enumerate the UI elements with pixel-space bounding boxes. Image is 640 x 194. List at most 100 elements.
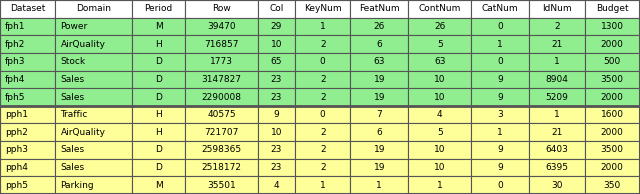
Text: 1300: 1300 <box>601 22 624 31</box>
Bar <box>529 0 584 18</box>
Bar <box>132 106 185 123</box>
Text: 721707: 721707 <box>204 128 239 137</box>
Text: 2: 2 <box>320 75 326 84</box>
Bar <box>0 176 56 194</box>
Text: 21: 21 <box>551 128 563 137</box>
Text: 1773: 1773 <box>210 57 233 66</box>
Bar <box>258 88 295 106</box>
Bar <box>56 53 132 71</box>
Bar <box>0 88 56 106</box>
Text: Budget: Budget <box>596 4 628 13</box>
Bar <box>295 106 351 123</box>
Text: 2: 2 <box>320 146 326 154</box>
Text: 1: 1 <box>554 110 560 119</box>
Bar <box>295 35 351 53</box>
Text: 9: 9 <box>497 93 503 101</box>
Text: Period: Period <box>145 4 173 13</box>
Text: 23: 23 <box>271 146 282 154</box>
Bar <box>351 0 408 18</box>
Bar <box>471 123 529 141</box>
Bar <box>471 141 529 159</box>
Text: 3500: 3500 <box>601 75 624 84</box>
Bar <box>0 123 56 141</box>
Text: Sales: Sales <box>61 93 84 101</box>
Text: M: M <box>155 181 163 190</box>
Bar <box>258 35 295 53</box>
Text: CatNum: CatNum <box>482 4 518 13</box>
Text: 2518172: 2518172 <box>202 163 241 172</box>
Bar <box>258 18 295 35</box>
Bar <box>0 53 56 71</box>
Text: ContNum: ContNum <box>419 4 461 13</box>
Bar <box>56 88 132 106</box>
Bar <box>56 71 132 88</box>
Bar <box>295 88 351 106</box>
Text: 2: 2 <box>320 93 326 101</box>
Text: fph5: fph5 <box>5 93 26 101</box>
Text: Sales: Sales <box>61 75 84 84</box>
Bar <box>0 71 56 88</box>
Bar <box>185 35 258 53</box>
Text: 2000: 2000 <box>601 128 624 137</box>
Bar <box>408 159 471 176</box>
Bar <box>0 0 56 18</box>
Text: 3147827: 3147827 <box>202 75 241 84</box>
Text: fph3: fph3 <box>5 57 26 66</box>
Bar <box>132 35 185 53</box>
Text: 5: 5 <box>437 128 443 137</box>
Text: 6403: 6403 <box>545 146 568 154</box>
Bar <box>529 176 584 194</box>
Bar <box>529 141 584 159</box>
Bar <box>295 176 351 194</box>
Text: 1: 1 <box>554 57 560 66</box>
Text: 35501: 35501 <box>207 181 236 190</box>
Bar <box>584 176 640 194</box>
Bar <box>56 35 132 53</box>
Text: 0: 0 <box>320 57 326 66</box>
Text: 10: 10 <box>434 75 445 84</box>
Text: Parking: Parking <box>61 181 94 190</box>
Text: Row: Row <box>212 4 231 13</box>
Bar <box>0 35 56 53</box>
Text: 0: 0 <box>497 57 503 66</box>
Text: 63: 63 <box>434 57 445 66</box>
Bar <box>351 35 408 53</box>
Text: 6: 6 <box>376 40 382 48</box>
Bar <box>529 159 584 176</box>
Text: 21: 21 <box>551 40 563 48</box>
Text: 9: 9 <box>497 163 503 172</box>
Text: 2598365: 2598365 <box>202 146 241 154</box>
Text: 30: 30 <box>551 181 563 190</box>
Bar <box>529 18 584 35</box>
Bar <box>295 71 351 88</box>
Bar <box>584 106 640 123</box>
Text: 10: 10 <box>434 163 445 172</box>
Bar <box>56 159 132 176</box>
Bar <box>295 141 351 159</box>
Bar <box>185 71 258 88</box>
Bar <box>351 53 408 71</box>
Bar <box>408 88 471 106</box>
Bar <box>258 123 295 141</box>
Bar <box>351 71 408 88</box>
Bar <box>56 123 132 141</box>
Bar <box>584 35 640 53</box>
Bar <box>584 53 640 71</box>
Bar <box>258 106 295 123</box>
Bar <box>295 159 351 176</box>
Text: 29: 29 <box>271 22 282 31</box>
Bar <box>132 71 185 88</box>
Text: AirQuality: AirQuality <box>61 40 106 48</box>
Bar <box>56 141 132 159</box>
Text: 1: 1 <box>497 40 503 48</box>
Bar <box>471 106 529 123</box>
Bar <box>185 106 258 123</box>
Text: 1: 1 <box>437 181 443 190</box>
Text: KeyNum: KeyNum <box>304 4 342 13</box>
Bar <box>471 88 529 106</box>
Bar <box>185 0 258 18</box>
Text: 19: 19 <box>374 146 385 154</box>
Text: 6395: 6395 <box>545 163 568 172</box>
Text: IdNum: IdNum <box>542 4 572 13</box>
Bar <box>584 159 640 176</box>
